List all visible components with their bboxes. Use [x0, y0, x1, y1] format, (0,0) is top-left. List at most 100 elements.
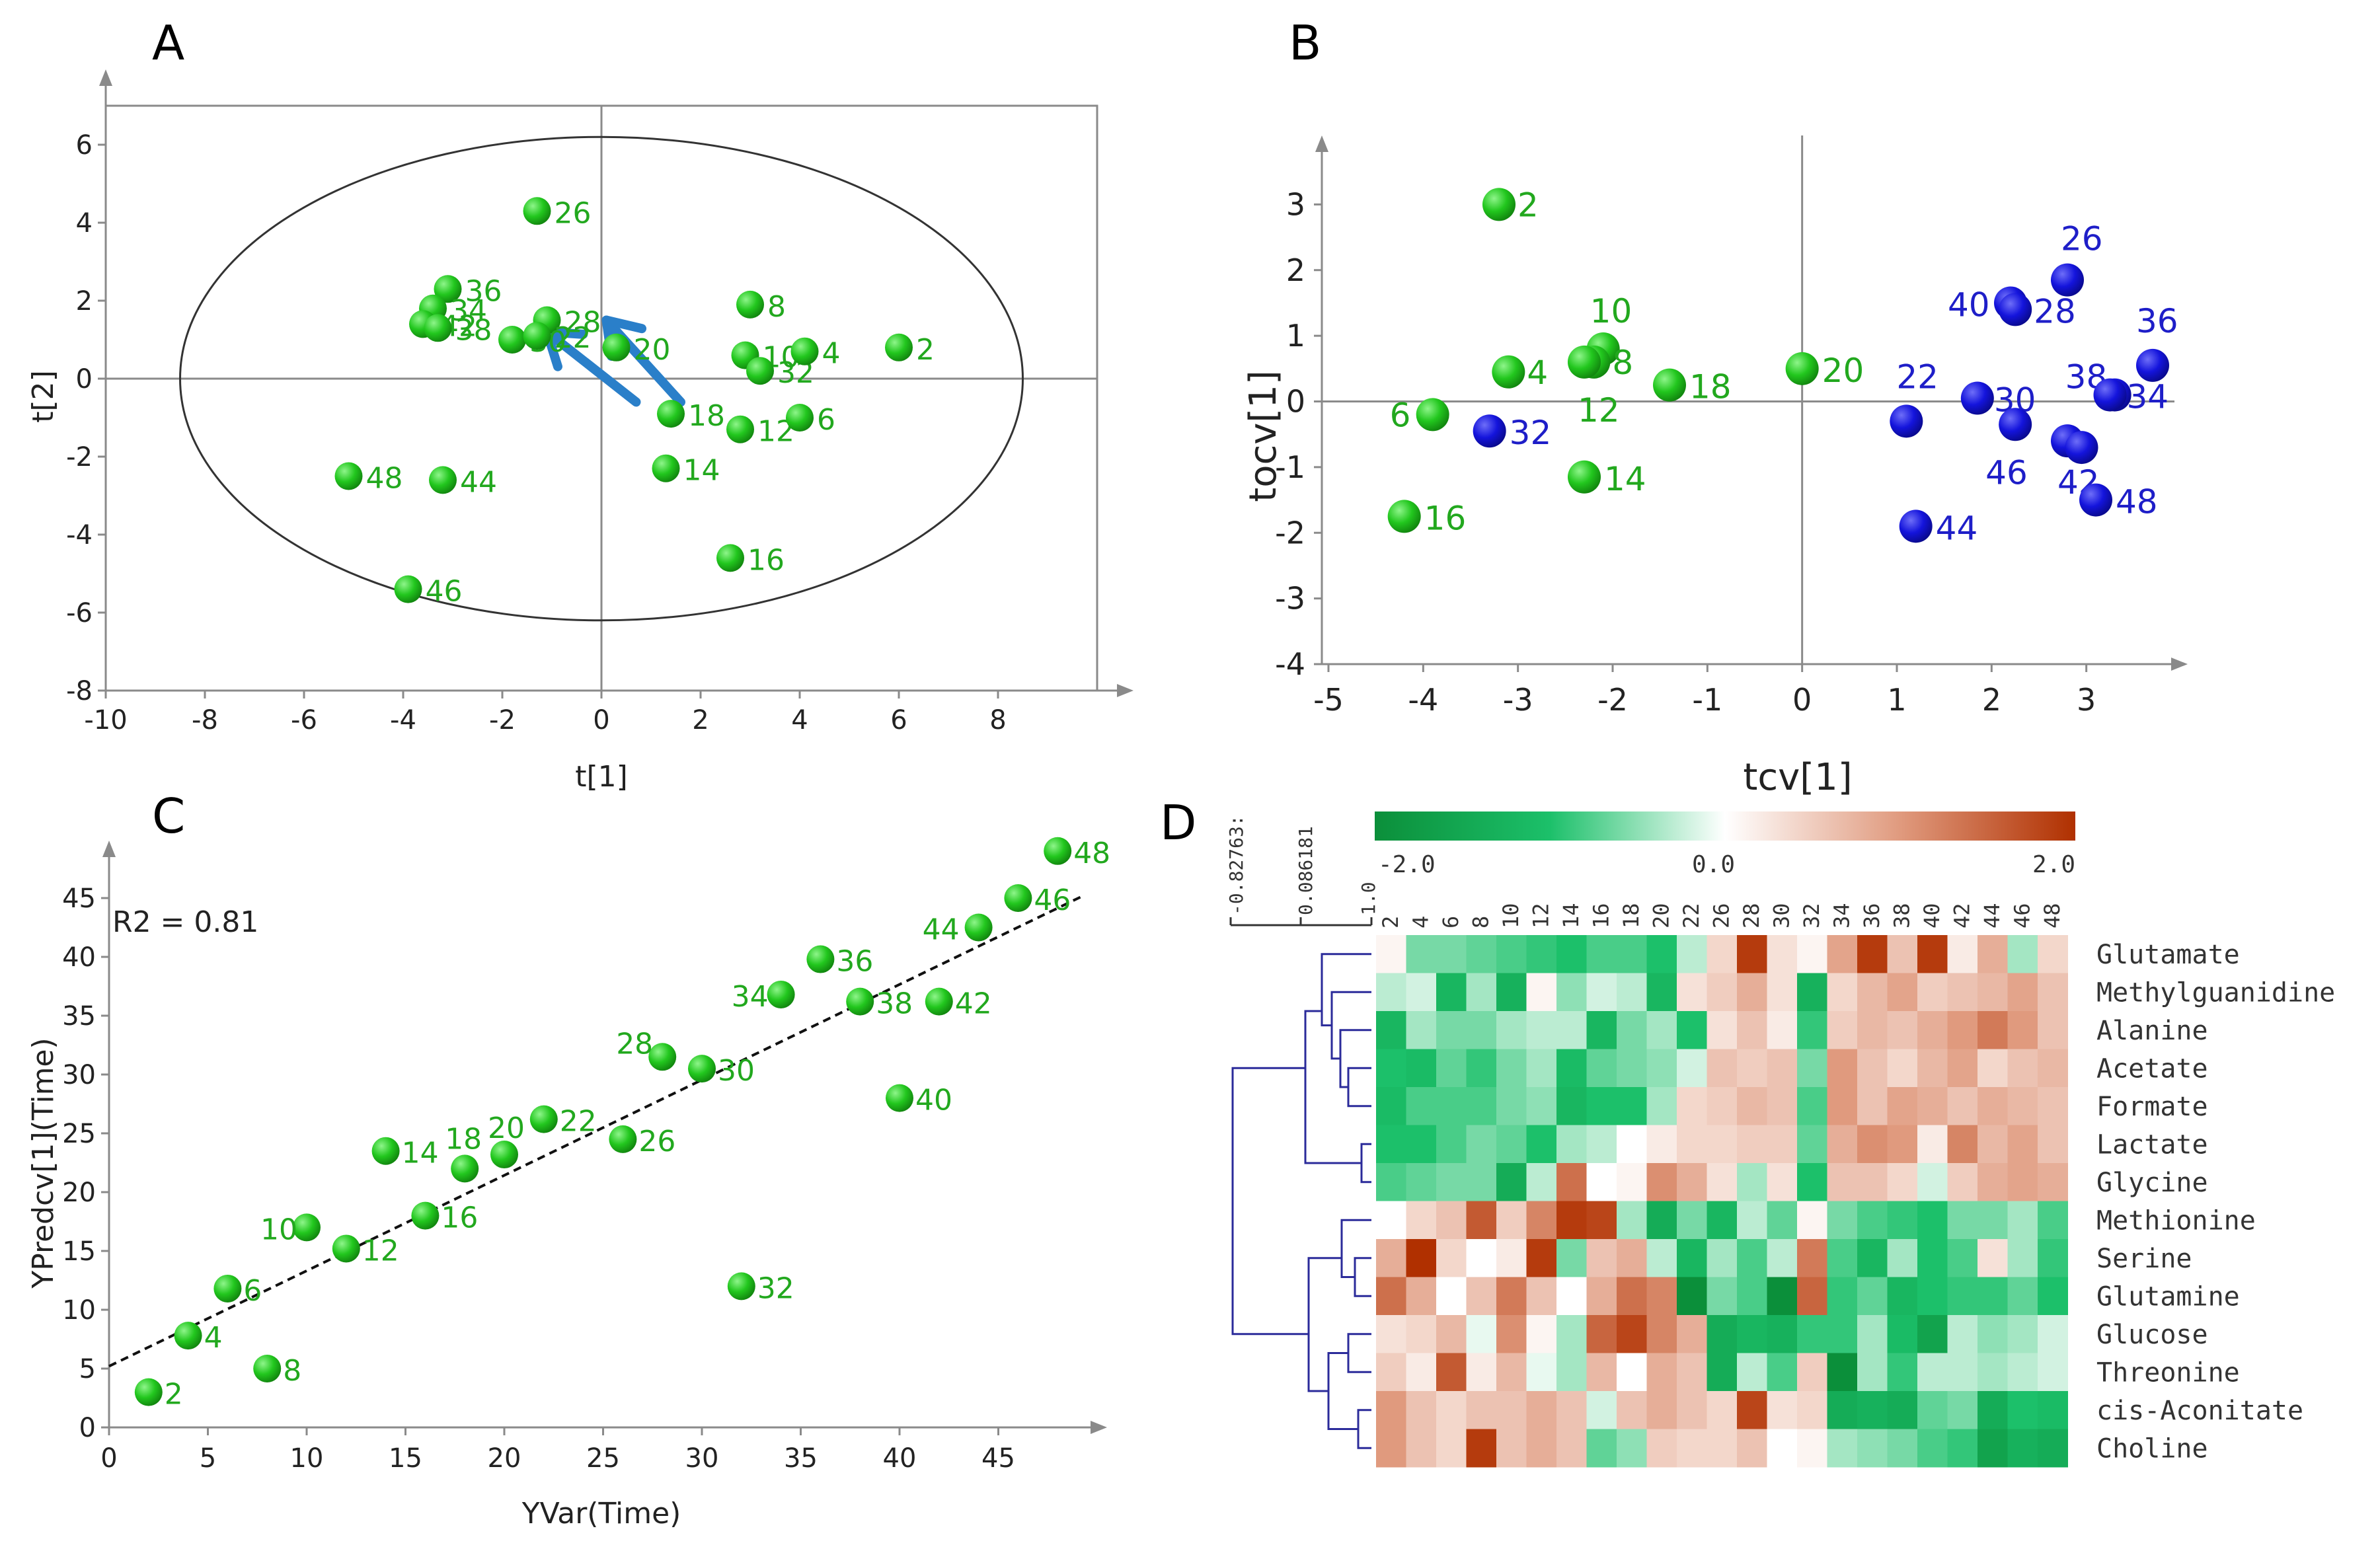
data-point [498, 326, 526, 354]
heatmap-cell [1977, 935, 2008, 973]
data-point [523, 197, 551, 225]
dendrogram-branch [1340, 1219, 1371, 1278]
heatmap-cell [1436, 1049, 1467, 1088]
A-xtick-label: 2 [692, 705, 709, 736]
heatmap-cell [1707, 1277, 1738, 1316]
heatmap-cell [1767, 1125, 1798, 1164]
column-label: 4 [1408, 916, 1433, 928]
heatmap-cell [1646, 1239, 1677, 1277]
heatmap-cell [1947, 1087, 1978, 1125]
heatmap-cell [1526, 1011, 1557, 1049]
heatmap-cell [1977, 1049, 2008, 1088]
heatmap-cell [1737, 1087, 1767, 1125]
C-ytick-label: 5 [79, 1354, 96, 1384]
data-point [334, 462, 363, 490]
heatmap-cell [1646, 1049, 1677, 1088]
panel-b-xlabel: tcv[1] [1743, 756, 1852, 799]
heatmap-cell [2038, 1315, 2068, 1353]
heatmap-cell [1496, 1353, 1527, 1392]
point-label: 4 [204, 1321, 223, 1355]
heatmap-cell [1857, 1353, 1888, 1392]
heatmap-cell [1737, 1011, 1767, 1049]
heatmap-cell [1797, 1201, 1827, 1240]
heatmap-cell [2038, 1049, 2068, 1088]
heatmap-cell [1556, 1011, 1587, 1049]
column-label: 48 [2040, 903, 2065, 928]
column-label: 22 [1679, 903, 1704, 928]
heatmap-cell [1436, 1087, 1467, 1125]
heatmap-cell [1977, 1391, 2008, 1429]
heatmap-cell [1707, 1391, 1738, 1429]
heatmap-cell [1947, 1201, 1978, 1240]
heatmap-cell [1797, 1429, 1827, 1468]
heatmap-cell [1496, 1049, 1527, 1088]
heatmap-cell [1977, 1429, 2008, 1468]
B-ytick-label: 3 [1286, 186, 1305, 222]
heatmap-cell [1827, 973, 1858, 1012]
heatmap-cell [1827, 1429, 1858, 1468]
heatmap-cell [1977, 973, 2008, 1012]
heatmap-cell [1436, 935, 1467, 973]
heatmap-cell [2038, 973, 2068, 1012]
heatmap-cell [1677, 1011, 1707, 1049]
dendrogram-branch [1357, 1409, 1371, 1449]
C-xtick-label: 0 [100, 1443, 117, 1474]
column-label: 44 [1979, 903, 2005, 928]
heatmap-cell [1677, 1315, 1707, 1353]
dendrogram-branch [1354, 1257, 1371, 1297]
point-label: 40 [915, 1084, 952, 1117]
B-ytick-label: -1 [1275, 449, 1305, 485]
heatmap-cell [1887, 1201, 1918, 1240]
heatmap-cell [1737, 1353, 1767, 1392]
data-point [786, 404, 814, 432]
heatmap-cell [1496, 1163, 1527, 1201]
heatmap-cell [1646, 1429, 1677, 1468]
heatmap-cell [1376, 1163, 1406, 1201]
heatmap-cell [1857, 935, 1888, 973]
point-label: 30 [718, 1054, 755, 1088]
heatmap-cell [1376, 1239, 1406, 1277]
point-label: 46 [1985, 453, 2028, 492]
data-point [371, 1137, 400, 1165]
heatmap-cell [1556, 1277, 1587, 1316]
heatmap-cell [1496, 1201, 1527, 1240]
A-xtick-label: 8 [989, 705, 1006, 736]
heatmap-cell [1917, 1011, 1948, 1049]
C-ytick-label: 10 [62, 1295, 96, 1326]
heatmap-cell [1646, 1353, 1677, 1392]
heatmap-cell [1797, 1391, 1827, 1429]
heatmap-cell [1496, 973, 1527, 1012]
dendrogram-branch [1330, 991, 1371, 1060]
dendrogram-branch [1304, 1010, 1362, 1164]
C-xtick-label: 30 [685, 1443, 719, 1474]
row-label: Lactate [2096, 1129, 2208, 1160]
heatmap-cell [2038, 1429, 2068, 1468]
B-ytick-label: 0 [1286, 384, 1305, 420]
heatmap-cell [1707, 1239, 1738, 1277]
data-point [1568, 460, 1601, 494]
heatmap-cell [1617, 1087, 1647, 1125]
heatmap-cell [1947, 1239, 1978, 1277]
heatmap-cell [1887, 1163, 1918, 1201]
heatmap-cell [1646, 1315, 1677, 1353]
data-point [1492, 355, 1525, 389]
data-point [411, 1201, 440, 1230]
point-label: 18 [445, 1122, 482, 1156]
column-label: 8 [1468, 916, 1493, 928]
heatmap-cell [1767, 1353, 1798, 1392]
heatmap-cell [1827, 1353, 1858, 1392]
heatmap-cell [1526, 1125, 1557, 1164]
heatmap-cell [1586, 1239, 1617, 1277]
heatmap-cell [1827, 1239, 1858, 1277]
heatmap-cell [1556, 1315, 1587, 1353]
heatmap-cell [2007, 1391, 2038, 1429]
heatmap-cell [1466, 1087, 1497, 1125]
panel-c-fit-line [108, 894, 1084, 1368]
heatmap-cell [1677, 1087, 1707, 1125]
data-point [925, 987, 953, 1016]
heatmap-cell [1406, 1353, 1437, 1392]
heatmap-cell [1707, 1353, 1738, 1392]
heatmap-cell [1556, 1163, 1587, 1201]
